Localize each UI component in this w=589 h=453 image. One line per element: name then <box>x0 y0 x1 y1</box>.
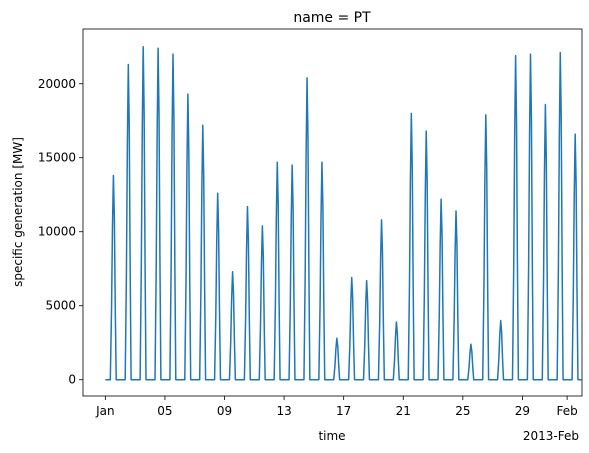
x-axis-offset-label: 2013-Feb <box>523 429 579 443</box>
y-tick-label: 15000 <box>38 151 76 165</box>
plot-frame <box>82 28 583 397</box>
x-tick-label: Jan <box>95 404 115 418</box>
y-axis: 0 5000 10000 15000 20000 <box>38 77 83 387</box>
x-tick-label: 17 <box>336 404 351 418</box>
y-tick-label: 10000 <box>38 225 76 239</box>
plot-area <box>82 28 583 397</box>
y-tick-label: 20000 <box>38 77 76 91</box>
y-axis-label: specific generation [MW] <box>11 137 25 287</box>
x-tick-label: 25 <box>455 404 470 418</box>
x-tick-label: 05 <box>157 404 172 418</box>
x-tick-label: 13 <box>276 404 291 418</box>
y-tick-label: 5000 <box>45 299 76 313</box>
x-axis-label: time <box>318 429 345 443</box>
x-tick-label: Feb <box>556 404 577 418</box>
x-tick-label: 09 <box>217 404 232 418</box>
chart-title: name = PT <box>293 10 371 26</box>
y-tick-label: 0 <box>68 373 76 387</box>
x-axis: Jan 05 09 13 17 21 25 29 Feb <box>95 396 578 418</box>
series-line <box>105 46 582 381</box>
x-tick-label: 21 <box>396 404 411 418</box>
x-tick-label: 29 <box>515 404 530 418</box>
